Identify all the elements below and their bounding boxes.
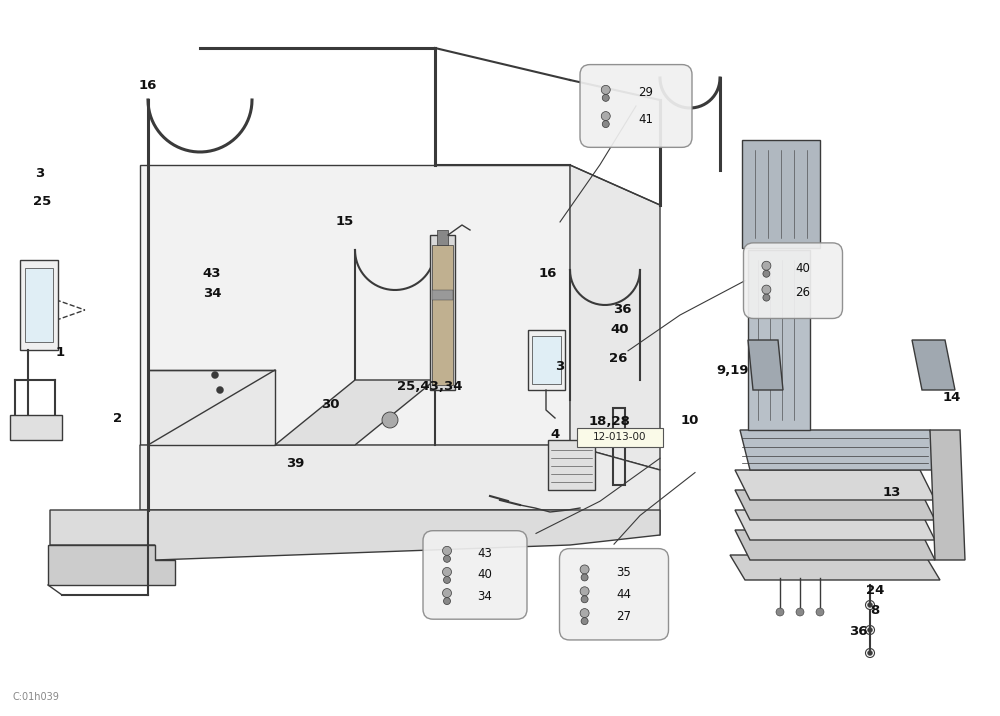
- Circle shape: [217, 387, 224, 394]
- Text: 14: 14: [943, 391, 961, 404]
- Circle shape: [868, 651, 872, 656]
- Polygon shape: [730, 555, 940, 580]
- Circle shape: [382, 412, 398, 428]
- Polygon shape: [20, 260, 58, 350]
- Circle shape: [601, 85, 610, 95]
- Text: 35: 35: [616, 566, 631, 579]
- Polygon shape: [570, 165, 660, 470]
- Polygon shape: [25, 268, 53, 342]
- Polygon shape: [432, 245, 453, 385]
- Text: 18,28: 18,28: [589, 415, 631, 427]
- Circle shape: [580, 565, 589, 574]
- Circle shape: [762, 285, 771, 294]
- Circle shape: [762, 261, 771, 270]
- Text: 8: 8: [870, 604, 880, 616]
- FancyBboxPatch shape: [744, 243, 842, 319]
- Circle shape: [868, 602, 872, 607]
- Circle shape: [868, 627, 872, 632]
- Text: 3: 3: [555, 360, 565, 373]
- FancyBboxPatch shape: [423, 531, 527, 619]
- Circle shape: [580, 609, 589, 618]
- Polygon shape: [740, 430, 940, 470]
- Circle shape: [443, 589, 452, 598]
- Text: 40: 40: [795, 262, 810, 275]
- Text: 27: 27: [616, 609, 631, 623]
- Text: 16: 16: [139, 79, 157, 92]
- Polygon shape: [432, 290, 453, 300]
- Text: 3: 3: [35, 168, 45, 180]
- Polygon shape: [48, 545, 175, 585]
- Polygon shape: [748, 250, 810, 430]
- Polygon shape: [10, 415, 62, 440]
- Text: 25: 25: [33, 195, 51, 208]
- FancyBboxPatch shape: [580, 64, 692, 147]
- Polygon shape: [748, 340, 783, 390]
- Text: 36: 36: [849, 625, 867, 638]
- Text: 39: 39: [286, 458, 304, 470]
- Text: 9,19: 9,19: [717, 364, 749, 377]
- Polygon shape: [735, 510, 935, 540]
- Text: 12-013-00: 12-013-00: [593, 432, 647, 442]
- Circle shape: [776, 608, 784, 616]
- Circle shape: [602, 95, 609, 102]
- Circle shape: [796, 608, 804, 616]
- Circle shape: [443, 568, 452, 576]
- FancyBboxPatch shape: [560, 548, 668, 640]
- Polygon shape: [148, 370, 275, 445]
- Polygon shape: [735, 490, 935, 520]
- Text: 10: 10: [681, 414, 699, 427]
- Circle shape: [443, 546, 452, 556]
- Text: 43: 43: [477, 547, 492, 561]
- Text: 15: 15: [336, 216, 354, 228]
- Text: 30: 30: [321, 398, 339, 411]
- Circle shape: [581, 574, 588, 581]
- Text: 16: 16: [539, 267, 557, 280]
- Text: 34: 34: [203, 287, 221, 300]
- Polygon shape: [912, 340, 955, 390]
- Polygon shape: [742, 140, 820, 248]
- Text: 2: 2: [113, 412, 123, 425]
- Polygon shape: [532, 336, 561, 384]
- Text: C:01h039: C:01h039: [12, 692, 59, 702]
- Circle shape: [601, 112, 610, 120]
- Text: 40: 40: [611, 323, 629, 336]
- Text: 43: 43: [203, 267, 221, 280]
- Polygon shape: [437, 230, 448, 245]
- Circle shape: [581, 596, 588, 603]
- Text: 1: 1: [55, 346, 65, 359]
- Text: 40: 40: [477, 569, 492, 581]
- Text: 34: 34: [477, 589, 492, 603]
- Circle shape: [580, 587, 589, 596]
- Polygon shape: [930, 430, 965, 560]
- Polygon shape: [735, 470, 935, 500]
- Text: 26: 26: [795, 286, 810, 299]
- Circle shape: [763, 294, 770, 301]
- Polygon shape: [548, 440, 595, 490]
- Polygon shape: [50, 510, 660, 560]
- Polygon shape: [140, 165, 570, 445]
- Circle shape: [816, 608, 824, 616]
- Text: 13: 13: [883, 486, 901, 499]
- Circle shape: [581, 618, 588, 624]
- Text: 4: 4: [550, 428, 560, 441]
- FancyBboxPatch shape: [577, 428, 663, 447]
- Text: 41: 41: [638, 112, 653, 125]
- Text: 25,43,34: 25,43,34: [397, 380, 463, 393]
- Text: 29: 29: [638, 87, 653, 100]
- Text: 44: 44: [616, 588, 631, 601]
- Circle shape: [444, 556, 451, 562]
- Polygon shape: [140, 445, 660, 535]
- Polygon shape: [275, 380, 435, 445]
- Polygon shape: [528, 330, 565, 390]
- Circle shape: [444, 576, 451, 584]
- Text: 26: 26: [609, 352, 627, 364]
- Circle shape: [444, 598, 451, 604]
- Text: 24: 24: [866, 584, 884, 597]
- Circle shape: [212, 372, 219, 379]
- Polygon shape: [430, 235, 455, 390]
- Polygon shape: [735, 530, 935, 560]
- Circle shape: [763, 270, 770, 277]
- Text: 36: 36: [613, 303, 631, 316]
- Circle shape: [602, 120, 609, 127]
